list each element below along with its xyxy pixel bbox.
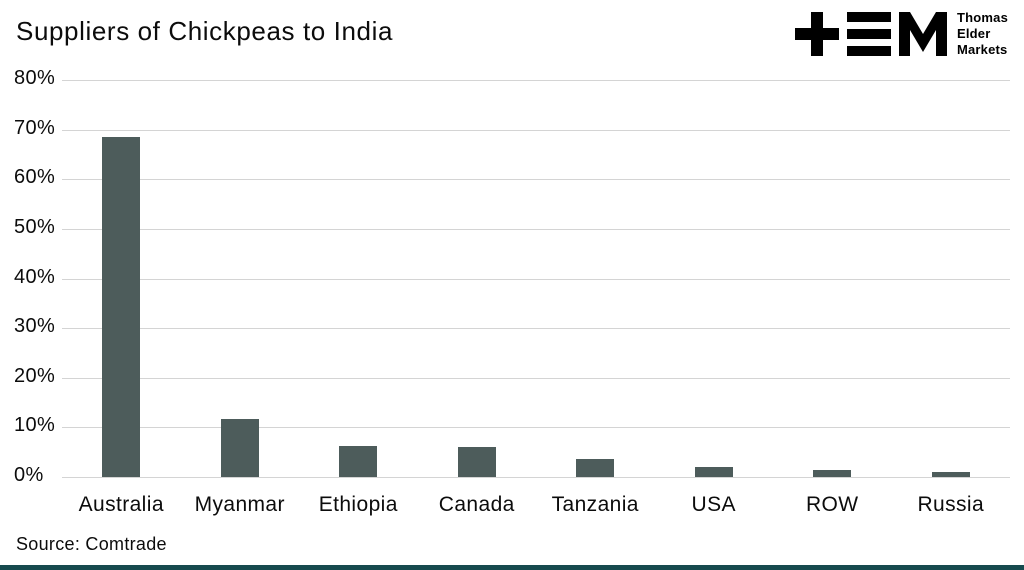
bar-australia [102,137,141,477]
logo-text-line: Thomas [956,10,1008,25]
gridline [62,328,1010,330]
bar-ethiopia [339,446,378,477]
x-tick-label: Russia [917,493,985,516]
bar-canada [457,446,496,477]
logo-text-line: Markets [956,42,1008,57]
y-tick-label: 0% [14,464,44,486]
bar-slot [655,80,774,477]
x-tick-label: USA [691,493,736,516]
gridline [62,278,1010,280]
gridline [62,427,1010,429]
x-tick-label: Myanmar [194,493,285,516]
bar-slot [299,80,418,477]
bar-slot [62,80,181,477]
x-tick-label: ROW [805,493,859,516]
plot-area [62,80,1010,478]
gridline [62,179,1010,181]
bar-usa [694,467,733,477]
bottom-accent-bar [0,565,1024,570]
y-tick-label: 30% [14,315,56,338]
x-axis-labels: Australia Myanmar Ethiopia Canada Tanzania US… [62,493,1010,517]
y-axis-labels: 0% 10% 20% 30% 40% 50% 60% 70% 80% [14,67,62,486]
x-tick-label: Ethiopia [318,493,398,516]
y-tick-label: 60% [14,166,56,189]
x-tick-label: Australia [78,493,164,516]
y-tick-label: 70% [14,116,56,139]
bar-slot [181,80,300,477]
bar-slot [418,80,537,477]
y-tick-label: 80% [14,67,56,89]
tem-logo-icon [794,12,947,56]
bar-slot [536,80,655,477]
logo-text-line: Elder [956,26,991,41]
y-tick-label: 10% [14,414,56,437]
source-note: Source: Comtrade [16,534,167,554]
x-tick-label: Tanzania [551,493,639,516]
y-tick-label: 20% [14,364,56,387]
bar-slot [773,80,892,477]
y-tick-label: 50% [14,215,56,238]
gridline [62,377,1010,379]
bar-row [813,469,852,477]
chart-title: Suppliers of Chickpeas to India [16,16,394,46]
y-tick-label: 40% [14,265,56,288]
gridline [62,228,1010,230]
bar-russia [931,471,970,477]
bars-layer [62,80,1010,477]
gridline [62,80,1010,81]
bar-slot [892,80,1011,477]
tem-logo: Thomas Elder Markets [794,10,1008,58]
bar-tanzania [576,459,615,477]
gridline [62,477,1010,478]
tem-logo-text: Thomas Elder Markets [957,10,1008,58]
x-tick-label: Canada [438,493,515,516]
gridline [62,129,1010,131]
bar-myanmar [220,418,259,477]
